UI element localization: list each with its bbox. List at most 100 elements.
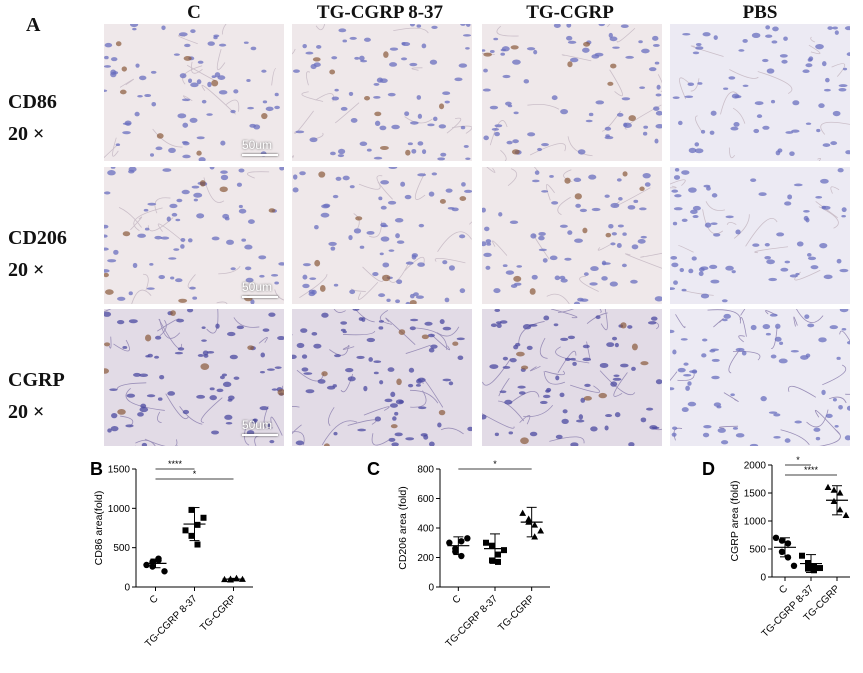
data-point bbox=[531, 521, 539, 528]
histology-image bbox=[482, 309, 662, 446]
y-tick-label: 1500 bbox=[744, 489, 767, 500]
data-point bbox=[811, 567, 817, 574]
scale-label-cgrp: 50um bbox=[242, 418, 273, 432]
scale-label-cd86: 50um bbox=[242, 138, 273, 152]
y-tick-label: 2000 bbox=[744, 461, 767, 472]
column-header-c: C bbox=[187, 2, 201, 23]
x-tick-label: C bbox=[777, 583, 790, 596]
data-point bbox=[830, 486, 838, 493]
row-label-cd86: CD86 20 × bbox=[8, 91, 57, 145]
data-point bbox=[519, 509, 527, 516]
data-point bbox=[239, 575, 246, 582]
panel-letter: C bbox=[367, 459, 380, 479]
histology-image bbox=[104, 167, 284, 304]
data-point bbox=[778, 548, 786, 555]
panel-letter: B bbox=[90, 459, 103, 479]
y-tick-label: 1000 bbox=[744, 517, 767, 528]
data-point bbox=[842, 511, 850, 518]
histology-image bbox=[292, 309, 472, 446]
histology-image bbox=[104, 309, 284, 446]
column-header-pbs: PBS bbox=[742, 2, 778, 23]
y-axis-label: CD86 area(fold) bbox=[93, 491, 105, 566]
data-point bbox=[227, 576, 234, 583]
y-tick-label: 200 bbox=[417, 553, 434, 564]
row-label-cgrp: CGRP 20 × bbox=[8, 369, 65, 423]
data-point bbox=[537, 527, 545, 534]
data-point bbox=[811, 563, 817, 570]
data-point bbox=[495, 558, 501, 565]
y-tick-label: 500 bbox=[113, 543, 130, 554]
data-point bbox=[458, 552, 465, 560]
data-point bbox=[464, 535, 471, 542]
data-point bbox=[233, 575, 240, 582]
data-point bbox=[143, 561, 150, 569]
data-point bbox=[778, 537, 786, 544]
data-point bbox=[489, 542, 495, 549]
y-tick-label: 400 bbox=[417, 524, 434, 535]
column-header-tg-cgrp-8-37: TG-CGRP 8-37 bbox=[316, 2, 444, 23]
data-point bbox=[194, 521, 201, 528]
data-point bbox=[830, 497, 838, 504]
significance-label: * bbox=[193, 469, 197, 479]
data-point bbox=[452, 548, 459, 555]
data-point bbox=[483, 539, 489, 546]
data-point bbox=[799, 552, 805, 559]
row-label-cd206: CD206 20 × bbox=[8, 227, 67, 281]
y-axis-label: CD206 area (fold) bbox=[397, 486, 409, 569]
histology-image bbox=[482, 24, 662, 161]
data-point bbox=[188, 506, 195, 513]
panel-letter: D bbox=[702, 459, 715, 479]
data-point bbox=[501, 547, 507, 554]
data-point bbox=[525, 515, 533, 522]
x-tick-label: C bbox=[148, 593, 161, 606]
data-point bbox=[790, 562, 798, 569]
data-point bbox=[188, 532, 195, 539]
y-tick-label: 0 bbox=[124, 583, 130, 594]
x-tick-label: TG-CGRP 8-37 bbox=[444, 593, 501, 650]
data-point bbox=[824, 483, 832, 490]
data-point bbox=[194, 541, 201, 548]
data-point bbox=[836, 489, 844, 496]
data-point bbox=[817, 565, 823, 572]
y-tick-label: 600 bbox=[417, 494, 434, 505]
histology-image bbox=[292, 167, 472, 304]
histology-image bbox=[670, 167, 850, 304]
y-tick-label: 1500 bbox=[108, 465, 131, 476]
data-point bbox=[155, 555, 162, 562]
data-point bbox=[221, 575, 228, 583]
y-tick-label: 500 bbox=[749, 545, 766, 556]
scale-bar-cd206 bbox=[242, 296, 278, 298]
scale-bar-cd86 bbox=[242, 154, 278, 156]
scale-label-cd206: 50um bbox=[242, 280, 273, 294]
data-point bbox=[805, 560, 811, 566]
y-tick-label: 0 bbox=[760, 573, 766, 584]
y-axis-label: CGRP area (fold) bbox=[729, 481, 741, 562]
significance-label: **** bbox=[168, 459, 183, 469]
data-point bbox=[149, 563, 156, 570]
y-tick-label: 0 bbox=[428, 583, 434, 594]
data-point bbox=[161, 568, 168, 575]
x-tick-label: C bbox=[451, 593, 464, 606]
histology-image bbox=[670, 309, 850, 446]
histology-image bbox=[670, 24, 850, 161]
data-point bbox=[531, 533, 539, 540]
histology-image bbox=[104, 24, 284, 161]
y-tick-label: 800 bbox=[417, 465, 434, 476]
data-point bbox=[200, 514, 207, 521]
data-point bbox=[772, 534, 780, 541]
column-header-tg-cgrp: TG-CGRP bbox=[526, 2, 614, 23]
data-point bbox=[784, 540, 792, 547]
data-point bbox=[182, 527, 189, 534]
significance-label: **** bbox=[804, 465, 819, 475]
scale-bar-cgrp bbox=[242, 434, 278, 436]
histology-image bbox=[292, 24, 472, 161]
histology-image bbox=[482, 167, 662, 304]
data-point bbox=[489, 557, 495, 564]
data-point bbox=[805, 565, 811, 572]
y-tick-label: 1000 bbox=[108, 504, 131, 515]
significance-label: * bbox=[796, 455, 800, 465]
data-point bbox=[495, 551, 501, 558]
data-point bbox=[446, 539, 453, 546]
